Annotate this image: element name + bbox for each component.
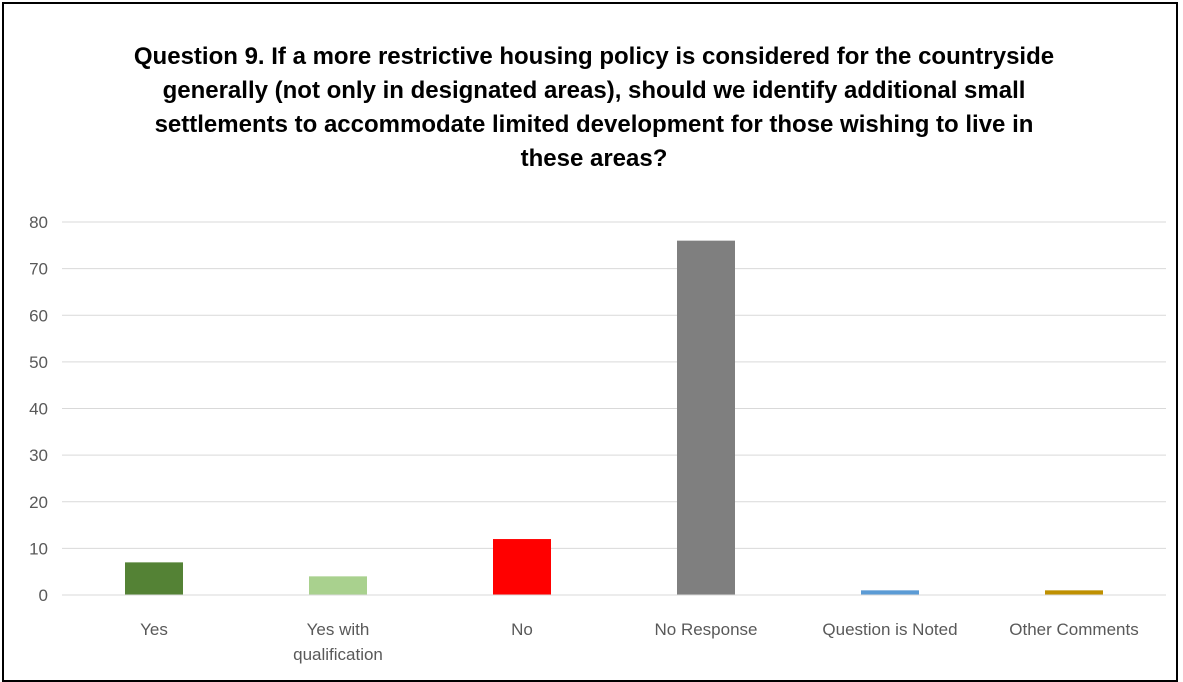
x-category-label-line: qualification — [293, 645, 383, 664]
chart-title: Question 9. If a more restrictive housin… — [133, 43, 1055, 172]
x-category-label-line: No — [511, 620, 533, 639]
bars — [125, 240, 1103, 595]
y-tick-label: 70 — [29, 260, 48, 279]
y-tick-label: 50 — [29, 353, 48, 372]
y-tick-label: 80 — [29, 213, 48, 232]
bar-1 — [309, 576, 367, 595]
bar-4 — [861, 590, 919, 595]
x-category-label: Question is Noted — [822, 620, 957, 639]
x-category-label-line: No Response — [654, 620, 757, 639]
x-axis-labels: Yes Yes with qualification No No Response Que… — [140, 620, 1139, 664]
y-tick-label: 40 — [29, 400, 48, 419]
x-category-label-line: Question is Noted — [822, 620, 957, 639]
bar-5 — [1045, 590, 1103, 595]
x-category-label: No — [511, 620, 533, 639]
y-axis-ticks: 0 10 20 30 40 50 60 70 80 — [29, 213, 48, 605]
bar-3 — [677, 240, 735, 595]
x-category-label: Yes with qualification — [293, 620, 383, 664]
y-tick-label: 60 — [29, 306, 48, 325]
y-tick-label: 30 — [29, 446, 48, 465]
x-category-label-line: Yes with — [307, 620, 370, 639]
y-tick-label: 20 — [29, 493, 48, 512]
x-category-label: Other Comments — [1009, 620, 1138, 639]
gridlines — [62, 221, 1166, 549]
y-tick-label: 0 — [39, 586, 48, 605]
y-tick-label: 10 — [29, 539, 48, 558]
x-category-label-line: Other Comments — [1009, 620, 1138, 639]
bar-2 — [493, 539, 551, 595]
bar-0 — [125, 562, 183, 595]
x-category-label-line: Yes — [140, 620, 168, 639]
x-category-label: Yes — [140, 620, 168, 639]
x-category-label: No Response — [654, 620, 757, 639]
